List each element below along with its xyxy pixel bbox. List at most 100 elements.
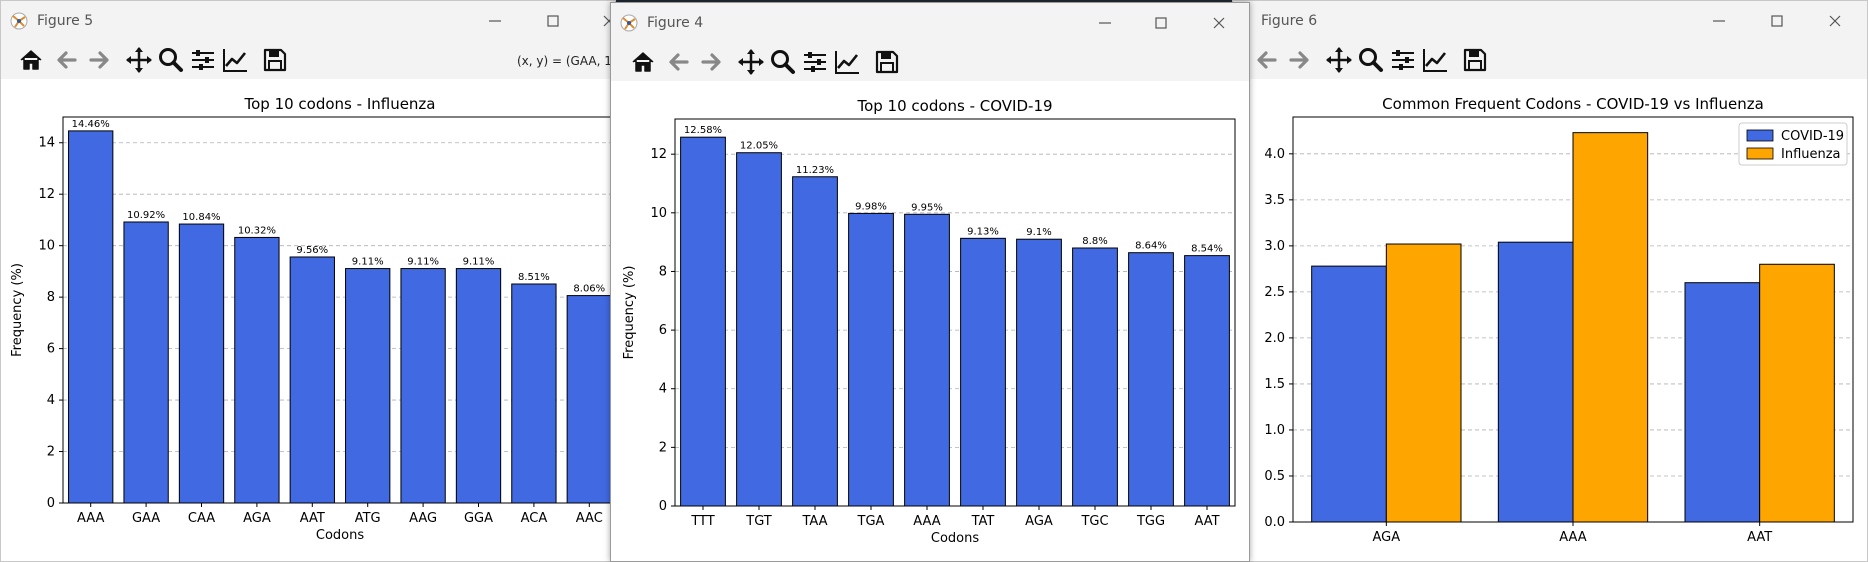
data-label: 12.05% bbox=[740, 141, 778, 152]
y-tick-label: 2 bbox=[47, 445, 55, 460]
bar bbox=[848, 212, 894, 507]
y-tick-label: 4.0 bbox=[1264, 147, 1285, 162]
save-icon[interactable] bbox=[871, 46, 903, 78]
x-tick-label: TAT bbox=[971, 514, 995, 529]
forward-arrow-icon[interactable] bbox=[83, 44, 115, 76]
y-tick-label: 8 bbox=[659, 264, 667, 279]
y-tick-label: 10 bbox=[650, 206, 667, 221]
window-title: Figure 5 bbox=[37, 13, 94, 29]
bar bbox=[511, 283, 557, 504]
x-tick-label: AGA bbox=[1373, 530, 1401, 545]
bar bbox=[1128, 252, 1174, 507]
y-tick-label: 3.5 bbox=[1264, 193, 1285, 208]
bar bbox=[792, 176, 838, 507]
data-label: 9.95% bbox=[911, 202, 943, 213]
y-tick-label: 0 bbox=[659, 499, 667, 514]
x-tick-label: AAA bbox=[77, 511, 105, 526]
data-label: 11.23% bbox=[796, 165, 834, 176]
title-bar[interactable]: Figure 4 bbox=[611, 3, 1249, 43]
bar bbox=[904, 213, 950, 507]
x-tick-label: GGA bbox=[464, 511, 493, 526]
zoom-icon[interactable] bbox=[1355, 44, 1387, 76]
axes-frame bbox=[674, 118, 1236, 507]
configure-subplots-icon[interactable] bbox=[799, 46, 831, 78]
bar-covid-19 bbox=[1684, 282, 1761, 523]
zoom-icon[interactable] bbox=[767, 46, 799, 78]
bar bbox=[289, 256, 335, 504]
data-label: 8.8% bbox=[1082, 236, 1107, 247]
close-icon[interactable] bbox=[1823, 9, 1847, 33]
forward-arrow-icon[interactable] bbox=[695, 46, 727, 78]
x-tick-label: CAA bbox=[188, 511, 215, 526]
data-label: 9.13% bbox=[967, 226, 999, 237]
legend-label: Influenza bbox=[1781, 147, 1841, 162]
bar bbox=[178, 223, 225, 504]
edit-axis-icon[interactable] bbox=[831, 46, 863, 78]
figure-4-window: Figure 4 0 2 4 6 8 10 12 12.58% TTT 12.05% TGT 11.2… bbox=[610, 2, 1250, 562]
y-tick-label: 0.5 bbox=[1264, 469, 1285, 484]
data-label: 9.11% bbox=[463, 257, 495, 268]
y-tick-label: 2.0 bbox=[1264, 331, 1285, 346]
y-tick-label: 6 bbox=[659, 323, 667, 338]
x-tick-label: AAT bbox=[1194, 514, 1219, 529]
x-tick-label: TAA bbox=[801, 514, 827, 529]
title-bar[interactable]: Figure 5 bbox=[1, 1, 615, 41]
data-label: 8.51% bbox=[518, 272, 550, 283]
x-axis-label: Codons bbox=[931, 531, 979, 546]
legend-swatch bbox=[1746, 129, 1774, 142]
pan-icon[interactable] bbox=[735, 46, 767, 78]
x-tick-label: TTT bbox=[690, 514, 714, 529]
y-axis-label: Frequency (%) bbox=[10, 263, 25, 357]
back-arrow-icon[interactable] bbox=[1251, 44, 1283, 76]
y-tick-label: 4 bbox=[659, 382, 667, 397]
figure-canvas[interactable]: 0 2 4 6 8 10 12 12.58% TTT 12.05% TGT 11.23% TAA 9.98… bbox=[611, 81, 1249, 561]
maximize-icon[interactable] bbox=[541, 9, 565, 33]
bar bbox=[345, 268, 391, 504]
bar bbox=[680, 136, 726, 507]
y-tick-label: 14 bbox=[38, 136, 55, 151]
home-icon[interactable] bbox=[15, 44, 47, 76]
save-icon[interactable] bbox=[1459, 44, 1491, 76]
y-tick-label: 4 bbox=[47, 393, 55, 408]
axes-frame bbox=[1292, 116, 1854, 523]
y-tick-label: 12 bbox=[650, 147, 667, 162]
data-label: 9.56% bbox=[296, 245, 328, 256]
data-label: 14.46% bbox=[72, 119, 110, 130]
figure-canvas[interactable]: 0 2 4 6 8 10 12 14 14.46% AAA 10.92% GAA 10.84% CAA 10… bbox=[1, 79, 615, 561]
save-icon[interactable] bbox=[259, 44, 291, 76]
edit-axis-icon[interactable] bbox=[219, 44, 251, 76]
back-arrow-icon[interactable] bbox=[51, 44, 83, 76]
bar bbox=[234, 236, 280, 504]
figure-canvas[interactable]: 0.0 0.5 1.0 1.5 2.0 2.5 3.0 3.5 4.0 AGA AAA AAT COVI… bbox=[1233, 79, 1867, 561]
bar bbox=[1184, 255, 1230, 507]
pan-icon[interactable] bbox=[1323, 44, 1355, 76]
pan-icon[interactable] bbox=[123, 44, 155, 76]
home-icon[interactable] bbox=[627, 46, 659, 78]
close-icon[interactable] bbox=[1207, 11, 1231, 35]
bar bbox=[736, 152, 782, 507]
title-bar[interactable]: Figure 6 bbox=[1233, 1, 1867, 41]
figure-5-window: Figure 5 (x, y) = (GAA, 1! 0 2 4 6 8 10 12 14 14… bbox=[0, 0, 616, 562]
zoom-icon[interactable] bbox=[155, 44, 187, 76]
data-label: 9.11% bbox=[352, 257, 384, 268]
legend-swatch bbox=[1746, 147, 1774, 160]
legend: COVID-19 Influenza bbox=[1738, 122, 1848, 166]
navigation-toolbar: (x, y) = (GAA, 1! bbox=[1, 41, 615, 109]
y-tick-label: 12 bbox=[38, 187, 55, 202]
x-tick-label: AAT bbox=[1747, 530, 1772, 545]
configure-subplots-icon[interactable] bbox=[1387, 44, 1419, 76]
matplotlib-icon bbox=[619, 13, 639, 33]
minimize-icon[interactable] bbox=[483, 9, 507, 33]
minimize-icon[interactable] bbox=[1093, 11, 1117, 35]
data-label: 9.11% bbox=[407, 257, 439, 268]
y-tick-label: 1.0 bbox=[1264, 423, 1285, 438]
back-arrow-icon[interactable] bbox=[663, 46, 695, 78]
maximize-icon[interactable] bbox=[1765, 9, 1789, 33]
maximize-icon[interactable] bbox=[1149, 11, 1173, 35]
minimize-icon[interactable] bbox=[1707, 9, 1731, 33]
forward-arrow-icon[interactable] bbox=[1283, 44, 1315, 76]
y-tick-label: 6 bbox=[47, 342, 55, 357]
configure-subplots-icon[interactable] bbox=[187, 44, 219, 76]
x-tick-label: TGG bbox=[1136, 514, 1165, 529]
edit-axis-icon[interactable] bbox=[1419, 44, 1451, 76]
